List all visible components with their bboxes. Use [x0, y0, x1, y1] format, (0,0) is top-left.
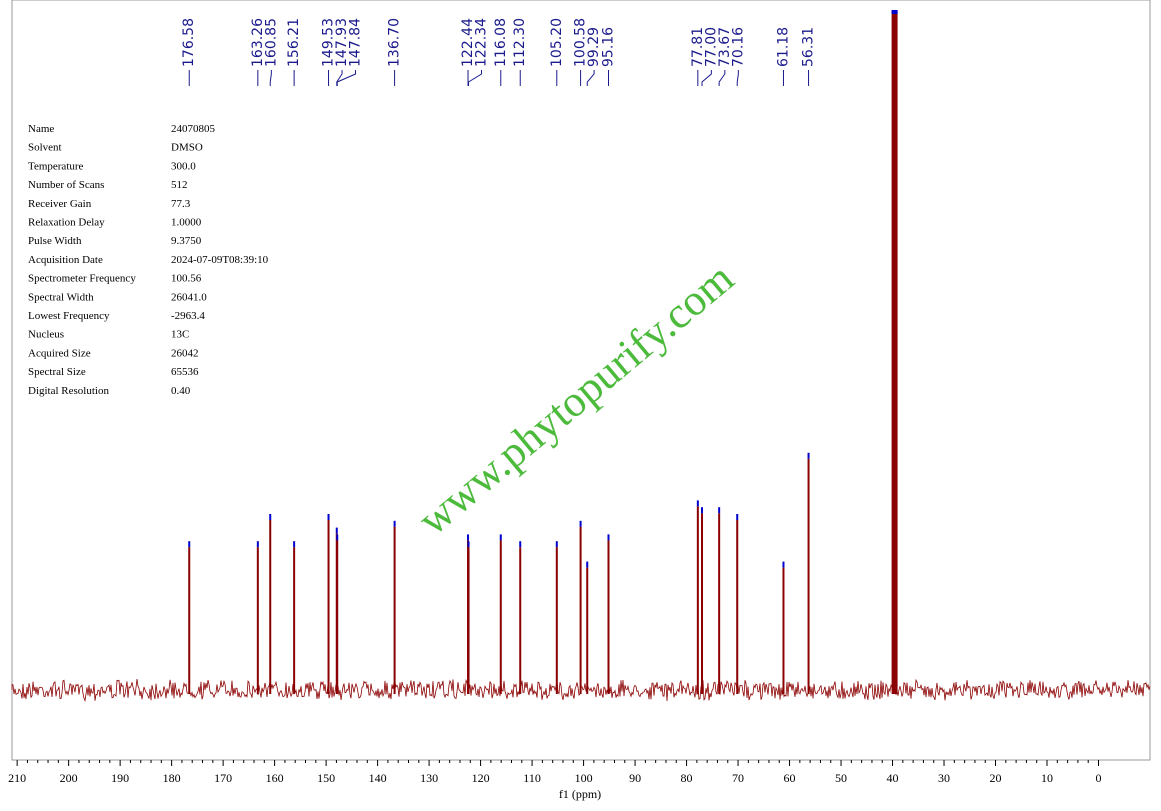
- param-value: 1.0000: [171, 217, 202, 229]
- x-tick-label: 0: [1096, 771, 1102, 785]
- param-label: Lowest Frequency: [28, 310, 110, 322]
- param-value: 512: [171, 179, 188, 191]
- x-tick-label: 100: [575, 771, 593, 785]
- peak-label: 56.31: [801, 27, 817, 67]
- x-tick-label: 130: [420, 771, 438, 785]
- peak-label: 160.85: [263, 18, 279, 67]
- x-tick-label: 190: [111, 771, 129, 785]
- peak-label: 149.53: [321, 18, 337, 67]
- x-tick-label: 200: [60, 771, 78, 785]
- param-value: 26042: [171, 347, 199, 359]
- label-leader: [586, 70, 595, 86]
- param-label: Spectral Size: [28, 366, 86, 378]
- peak-label: 112.30: [512, 18, 528, 67]
- param-value: DMSO: [171, 142, 203, 154]
- param-value: 13C: [171, 329, 189, 341]
- label-leader: [468, 70, 483, 86]
- x-tick-label: 80: [681, 771, 693, 785]
- param-value: 77.3: [171, 198, 191, 210]
- param-label: Temperature: [28, 160, 84, 172]
- peak-label: 147.93: [334, 18, 350, 67]
- peak-label: 163.26: [250, 18, 266, 67]
- x-tick-label: 20: [990, 771, 1002, 785]
- x-tick-label: 90: [629, 771, 641, 785]
- label-leader: [701, 70, 712, 86]
- peak-label: 100.58: [573, 18, 589, 67]
- x-tick-label: 160: [266, 771, 284, 785]
- param-value: 24070805: [171, 123, 216, 135]
- peak-label: 156.21: [286, 18, 302, 67]
- peak-label: 70.16: [730, 27, 746, 67]
- peak-label: 176.58: [181, 18, 197, 67]
- x-tick-label: 150: [317, 771, 335, 785]
- peak-label: 116.08: [493, 18, 509, 67]
- peak-label: 99.29: [586, 27, 602, 67]
- param-label: Digital Resolution: [28, 385, 109, 397]
- x-tick-label: 70: [732, 771, 744, 785]
- x-tick-label: 30: [938, 771, 950, 785]
- plot-frame: [11, 0, 1151, 761]
- label-leader: [718, 70, 726, 86]
- param-label: Number of Scans: [28, 179, 104, 191]
- param-value: 0.40: [171, 385, 191, 397]
- param-value: 9.3750: [171, 235, 202, 247]
- x-axis-label: f1 (ppm): [559, 787, 601, 801]
- x-tick-label: 210: [8, 771, 26, 785]
- x-tick-label: 110: [523, 771, 541, 785]
- param-label: Receiver Gain: [28, 198, 92, 210]
- param-label: Solvent: [28, 142, 62, 154]
- peak-label: 147.84: [348, 18, 364, 67]
- peak-label: 136.70: [387, 18, 403, 67]
- x-tick-label: 170: [214, 771, 232, 785]
- param-label: Acquisition Date: [28, 254, 103, 266]
- x-tick-label: 120: [472, 771, 490, 785]
- label-leader: [736, 70, 739, 86]
- peak-label: 73.67: [717, 27, 733, 67]
- x-tick-label: 50: [835, 771, 847, 785]
- peak-label: 122.34: [474, 18, 490, 67]
- peak-label: 77.00: [703, 27, 719, 67]
- x-tick-label: 140: [369, 771, 387, 785]
- param-label: Nucleus: [28, 329, 64, 341]
- x-tick-label: 60: [784, 771, 796, 785]
- x-tick-label: 180: [163, 771, 181, 785]
- peak-label: 105.20: [549, 18, 565, 67]
- param-label: Relaxation Delay: [28, 217, 105, 229]
- param-value: 100.56: [171, 273, 202, 285]
- watermark: www.phytopurify.com: [409, 253, 743, 545]
- label-leader: [336, 70, 357, 86]
- peak-label: 61.18: [775, 27, 791, 67]
- x-tick-label: 40: [887, 771, 899, 785]
- param-label: Spectral Width: [28, 291, 94, 303]
- param-value: 2024-07-09T08:39:10: [171, 254, 269, 266]
- x-tick-label: 10: [1041, 771, 1053, 785]
- param-value: -2963.4: [171, 310, 205, 322]
- peak-label: 77.81: [690, 27, 706, 67]
- param-label: Acquired Size: [28, 347, 91, 359]
- param-label: Spectrometer Frequency: [28, 273, 136, 285]
- label-leader: [269, 70, 272, 86]
- param-label: Pulse Width: [28, 235, 82, 247]
- param-value: 26041.0: [171, 291, 207, 303]
- peak-label: 122.44: [460, 18, 476, 67]
- param-value: 65536: [171, 366, 199, 378]
- param-label: Name: [28, 123, 54, 135]
- param-value: 300.0: [171, 160, 196, 172]
- peak-label: 95.16: [600, 27, 616, 67]
